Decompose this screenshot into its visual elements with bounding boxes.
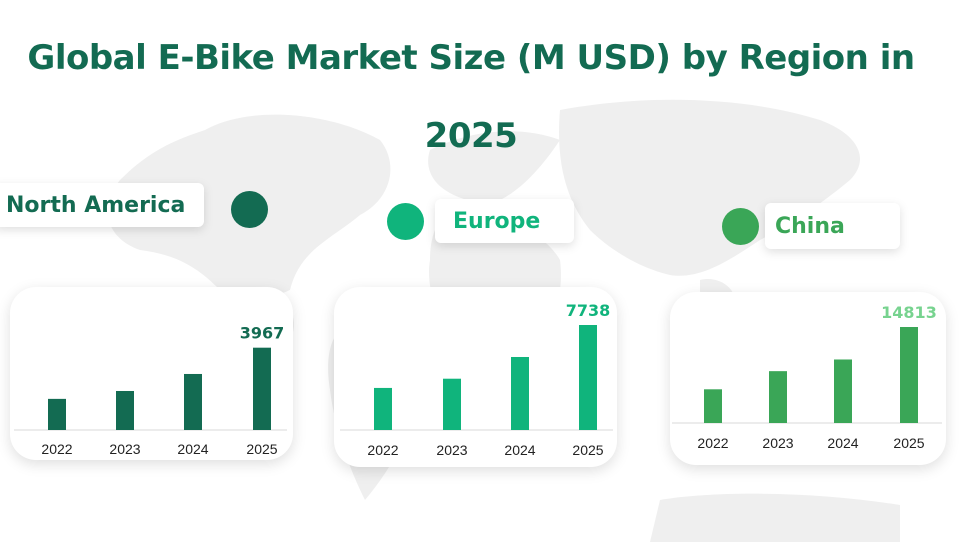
- europe-label-text: Europe: [453, 208, 541, 234]
- region-label-europe: Europe: [435, 199, 574, 243]
- europe-tick-label-2022: 2022: [367, 442, 398, 458]
- north-america-legend-dot: [231, 191, 268, 228]
- china-bar-2024: [834, 359, 852, 423]
- europe-bar-2024: [511, 356, 529, 430]
- china-chart-card: 2022 2023 2024 2025 14813: [670, 292, 946, 465]
- europe-bar-2023: [443, 378, 461, 430]
- north-america-tick-label-2024: 2024: [177, 441, 208, 457]
- china-tick-label-2022: 2022: [697, 435, 728, 451]
- china-bar-chart: 2022 2023 2024 2025 14813: [672, 303, 942, 451]
- europe-bar-chart: 2022 2023 2024 2025 7738: [340, 301, 613, 458]
- china-bar-2025: [900, 327, 918, 423]
- region-label-china: China: [765, 203, 900, 249]
- europe-tick-label-2024: 2024: [504, 442, 535, 458]
- north-america-label-text: North America: [6, 192, 186, 218]
- europe-value-label: 7738: [566, 301, 611, 320]
- china-tick-label-2024: 2024: [827, 435, 858, 451]
- europe-bar-2022: [374, 387, 392, 430]
- chart-title-line-2: 2025: [424, 116, 518, 156]
- europe-chart-card: 2022 2023 2024 2025 7738: [334, 287, 617, 467]
- europe-tick-label-2025: 2025: [572, 442, 603, 458]
- europe-tick-label-2023: 2023: [436, 442, 467, 458]
- north-america-bar-chart: 2022 2023 2024 2025 3967: [14, 324, 287, 457]
- region-label-north-america: North America: [0, 183, 204, 227]
- north-america-bar-2022: [48, 398, 66, 430]
- north-america-bar-2023: [116, 390, 134, 430]
- china-tick-label-2023: 2023: [762, 435, 793, 451]
- north-america-tick-label-2022: 2022: [41, 441, 72, 457]
- china-tick-label-2025: 2025: [893, 435, 924, 451]
- north-america-bar-2024: [184, 373, 202, 430]
- chart-title-line-1: Global E-Bike Market Size (M USD) by Reg…: [27, 38, 915, 78]
- china-value-label: 14813: [881, 303, 937, 322]
- china-label-text: China: [775, 213, 845, 239]
- china-bar-2023: [769, 371, 787, 423]
- north-america-bar-2025: [253, 347, 271, 430]
- europe-legend-dot: [387, 203, 424, 240]
- china-legend-dot: [722, 208, 759, 245]
- north-america-chart-card: 2022 2023 2024 2025 3967: [10, 287, 293, 460]
- north-america-value-label: 3967: [240, 324, 285, 343]
- china-bar-2022: [704, 389, 722, 423]
- north-america-tick-label-2025: 2025: [246, 441, 277, 457]
- north-america-tick-label-2023: 2023: [109, 441, 140, 457]
- europe-bar-2025: [579, 325, 597, 430]
